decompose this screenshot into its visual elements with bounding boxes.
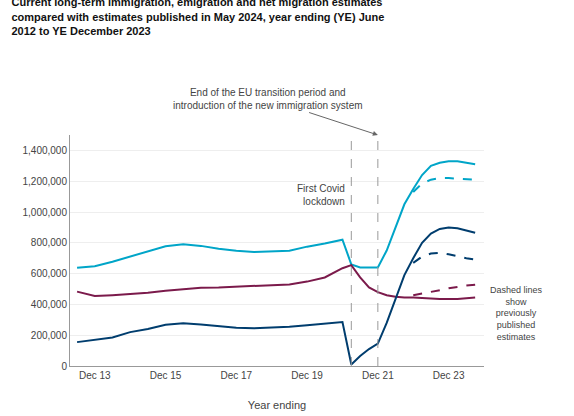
svg-text:1,000,000: 1,000,000 — [23, 207, 68, 218]
svg-text:Dec 23: Dec 23 — [433, 370, 465, 381]
svg-text:First Covidlockdown: First Covidlockdown — [297, 183, 345, 207]
svg-text:Dec 15: Dec 15 — [150, 370, 182, 381]
svg-text:Dec 17: Dec 17 — [220, 370, 252, 381]
svg-text:200,000: 200,000 — [31, 330, 68, 341]
svg-text:400,000: 400,000 — [31, 299, 68, 310]
svg-text:1,400,000: 1,400,000 — [23, 145, 68, 156]
svg-text:Year ending: Year ending — [248, 399, 306, 411]
svg-text:Dec 13: Dec 13 — [79, 370, 111, 381]
svg-text:Dashed linesshowpreviouslypubl: Dashed linesshowpreviouslypublishedestim… — [490, 285, 543, 342]
svg-text:1,200,000: 1,200,000 — [23, 176, 68, 187]
svg-text:Current long-term immigration,: Current long-term immigration, emigratio… — [11, 0, 384, 37]
svg-text:0: 0 — [61, 361, 67, 372]
svg-text:Dec 21: Dec 21 — [362, 370, 394, 381]
svg-text:600,000: 600,000 — [31, 268, 68, 279]
svg-text:800,000: 800,000 — [31, 237, 68, 248]
svg-text:Dec 19: Dec 19 — [291, 370, 323, 381]
svg-text:End of the EU transition perio: End of the EU transition period andintro… — [173, 87, 363, 111]
